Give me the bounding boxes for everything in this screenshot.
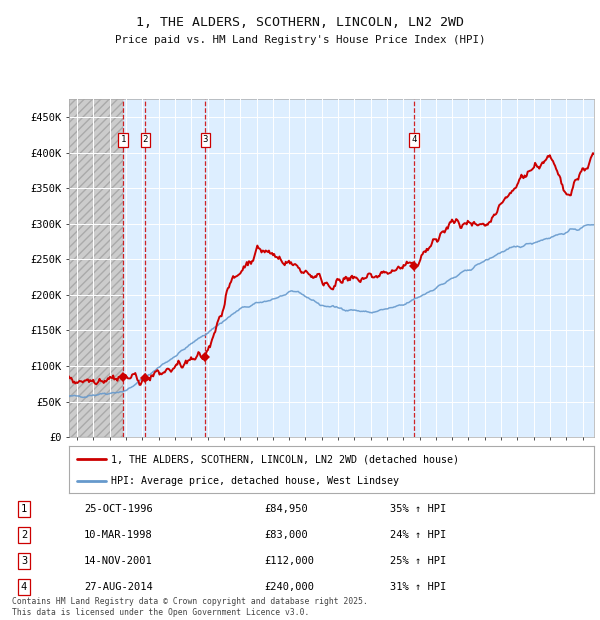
Text: 14-NOV-2001: 14-NOV-2001 [84, 556, 153, 566]
Bar [69, 99, 123, 437]
Text: Contains HM Land Registry data © Crown copyright and database right 2025.
This d: Contains HM Land Registry data © Crown c… [12, 598, 368, 617]
Text: 25-OCT-1996: 25-OCT-1996 [84, 504, 153, 514]
Text: Price paid vs. HM Land Registry's House Price Index (HPI): Price paid vs. HM Land Registry's House … [115, 35, 485, 45]
Text: 3: 3 [21, 556, 27, 566]
Text: 4: 4 [411, 135, 416, 144]
Text: HPI: Average price, detached house, West Lindsey: HPI: Average price, detached house, West… [111, 476, 399, 486]
Text: 2: 2 [143, 135, 148, 144]
Text: 1, THE ALDERS, SCOTHERN, LINCOLN, LN2 2WD (detached house): 1, THE ALDERS, SCOTHERN, LINCOLN, LN2 2W… [111, 454, 459, 464]
Text: £83,000: £83,000 [264, 530, 308, 540]
Text: 24% ↑ HPI: 24% ↑ HPI [390, 530, 446, 540]
Text: £84,950: £84,950 [264, 504, 308, 514]
Text: 2: 2 [21, 530, 27, 540]
Text: 25% ↑ HPI: 25% ↑ HPI [390, 556, 446, 566]
Bar [69, 99, 123, 437]
Text: £240,000: £240,000 [264, 582, 314, 592]
Bar [123, 99, 594, 437]
Text: 3: 3 [203, 135, 208, 144]
Text: 27-AUG-2014: 27-AUG-2014 [84, 582, 153, 592]
Text: £112,000: £112,000 [264, 556, 314, 566]
Text: 1: 1 [21, 504, 27, 514]
Text: 10-MAR-1998: 10-MAR-1998 [84, 530, 153, 540]
Text: 1: 1 [121, 135, 126, 144]
Text: 4: 4 [21, 582, 27, 592]
Text: 1, THE ALDERS, SCOTHERN, LINCOLN, LN2 2WD: 1, THE ALDERS, SCOTHERN, LINCOLN, LN2 2W… [136, 16, 464, 29]
Text: 31% ↑ HPI: 31% ↑ HPI [390, 582, 446, 592]
Text: 35% ↑ HPI: 35% ↑ HPI [390, 504, 446, 514]
